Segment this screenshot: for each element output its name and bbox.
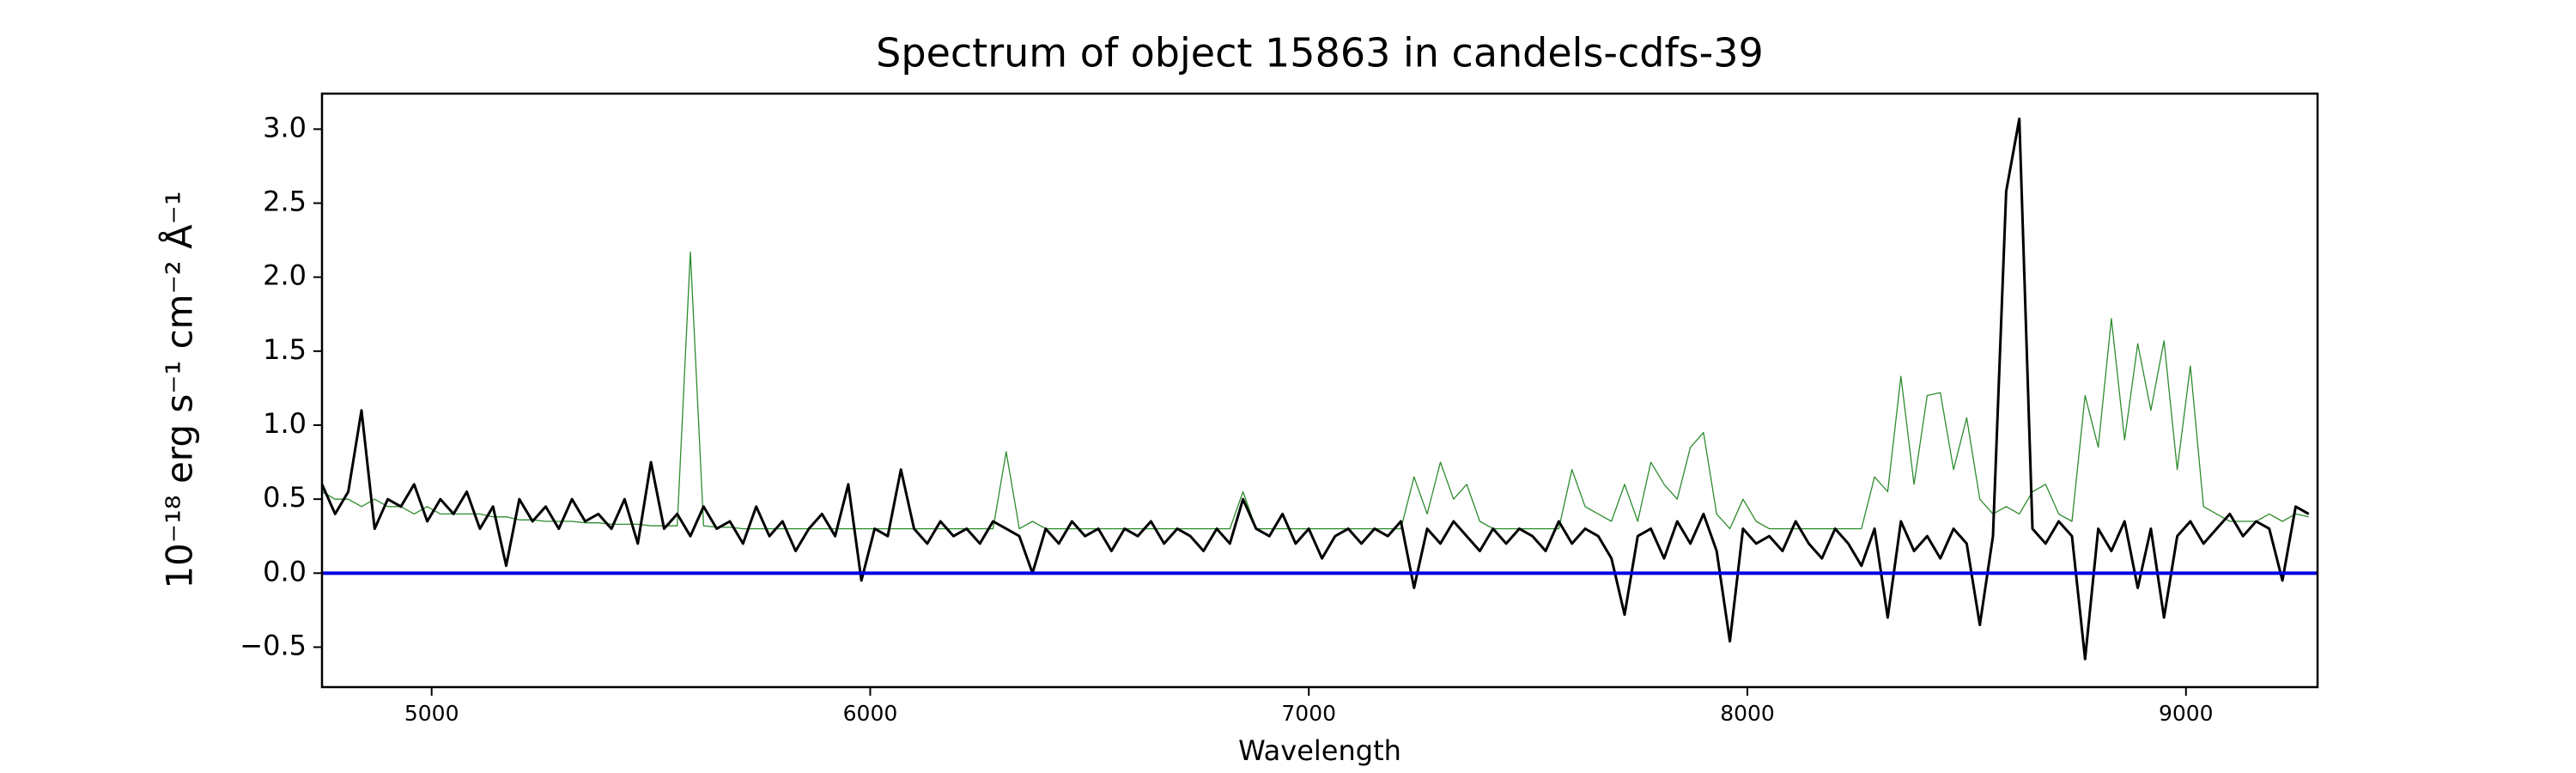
chart-title: Spectrum of object 15863 in candels-cdfs… xyxy=(876,30,1764,76)
x-tick-label: 9000 xyxy=(2159,701,2214,726)
x-tick-label: 8000 xyxy=(1720,701,1775,726)
y-tick-label: −0.5 xyxy=(240,629,307,661)
plot-area xyxy=(322,117,2318,660)
x-tick-label: 5000 xyxy=(404,701,459,726)
x-tick-label: 7000 xyxy=(1281,701,1336,726)
y-tick-label: 3.0 xyxy=(263,111,307,143)
y-axis-label: 10⁻¹⁸ erg s⁻¹ cm⁻² Å⁻¹ xyxy=(158,191,201,588)
y-tick-label: 1.5 xyxy=(263,333,307,366)
y-tick-label: 2.0 xyxy=(263,259,307,292)
spectrum-line xyxy=(322,251,2309,530)
y-tick-label: 2.5 xyxy=(263,186,307,218)
y-tick-label: 0.0 xyxy=(263,555,307,587)
plot-frame xyxy=(320,92,2319,689)
y-tick-label: 1.0 xyxy=(263,407,307,440)
y-tick-label: 0.5 xyxy=(263,481,307,514)
spectrum-line xyxy=(322,117,2310,660)
x-axis-label: Wavelength xyxy=(1238,734,1401,767)
x-tick-label: 6000 xyxy=(843,701,898,726)
